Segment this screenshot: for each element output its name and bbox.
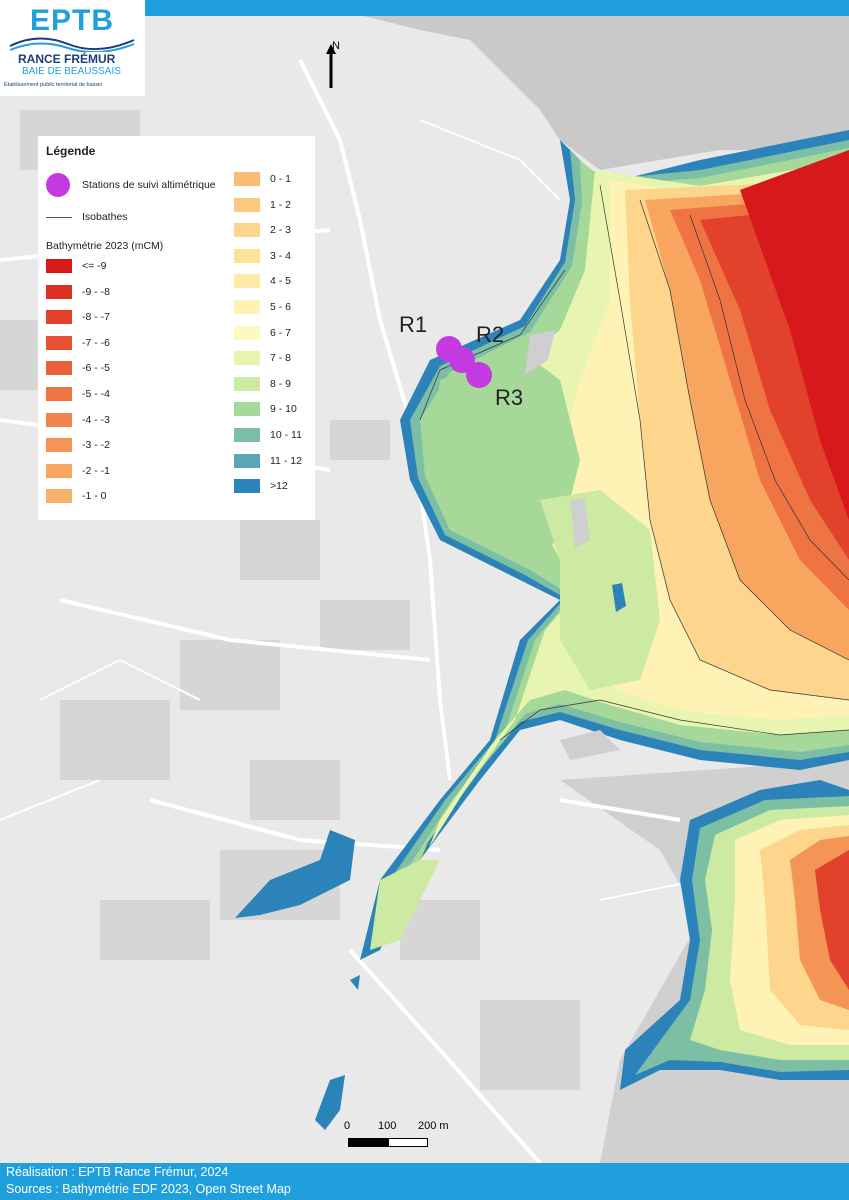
station-label-r1: R1 (399, 312, 428, 337)
logo-title: EPTB (30, 4, 115, 37)
bathymetry-swatch (234, 300, 260, 314)
bathymetry-swatch (234, 223, 260, 238)
scale-bar: 0 100 200 m (344, 1118, 486, 1158)
station-legend-icon (46, 173, 70, 197)
sea-area (300, 0, 849, 170)
footer-line1: Réalisation : EPTB Rance Frémur, 2024 (6, 1165, 229, 1179)
logo-line2: BAIE DE BEAUSSAIS (22, 66, 121, 77)
bathymetry-class-label: 6 - 7 (270, 326, 292, 339)
eptb-logo: EPTB RANCE FRÉMUR BAIE DE BEAUSSAIS Étab… (0, 0, 145, 96)
bathymetry-class-label: -5 - -4 (82, 388, 111, 400)
bathymetry-swatch (46, 335, 72, 350)
bathymetry-legend-title: Bathymétrie 2023 (mCM) (46, 240, 164, 252)
bathymetry-swatch (46, 387, 72, 401)
bathymetry-swatch (234, 402, 260, 417)
bathymetry-class-label: -9 - -8 (82, 285, 111, 298)
bathymetry-swatch (46, 310, 72, 325)
bathymetry-class-label: 5 - 6 (270, 301, 292, 313)
station-marker-r2[interactable] (449, 347, 475, 373)
logo-line1: RANCE FRÉMUR (18, 52, 116, 66)
bathymetry-class-label: -7 - -6 (82, 336, 111, 349)
bathymetry-class-label: 9 - 10 (270, 403, 297, 416)
footer-credits: Réalisation : EPTB Rance Frémur, 2024 So… (0, 1163, 849, 1200)
bathymetry-class-label: -4 - -3 (82, 413, 111, 426)
bathymetry-class-label: 3 - 4 (270, 249, 292, 262)
north-arrow-icon (326, 44, 336, 88)
scale-segment-1 (348, 1138, 388, 1147)
bathymetry-class-label: >12 (270, 480, 288, 493)
bathymetry-class-label: 7 - 8 (270, 352, 292, 365)
bathymetry-swatch (234, 428, 260, 442)
station-label-r2: R2 (476, 322, 505, 347)
bathymetry-swatch (46, 284, 72, 299)
bay-bathymetry (360, 130, 849, 960)
bathymetry-swatch (234, 453, 260, 468)
urban-blocks (0, 110, 580, 1090)
bathymetry-swatch (234, 197, 260, 212)
isobath-legend-icon (46, 217, 72, 218)
bathymetry-swatch (234, 325, 260, 340)
bathymetry-class-label: 0 - 1 (270, 173, 292, 185)
river-channel (370, 860, 440, 950)
north-arrow: N (320, 40, 342, 90)
isobaths (419, 184, 849, 741)
bathymetry-swatch (234, 479, 260, 494)
scale-label-200: 200 m (418, 1120, 449, 1132)
bathymetry-class-label: -3 - -2 (82, 439, 111, 452)
top-accent-bar (145, 0, 849, 16)
bathymetry-class-label: -8 - -7 (82, 311, 111, 324)
map-legend: Légende Stations de suivi altimétrique I… (38, 136, 315, 520)
bathymetry-class-label: -6 - -5 (82, 362, 111, 375)
scale-segment-2 (388, 1138, 428, 1147)
bathymetry-swatch (46, 259, 72, 273)
bathymetry-class-label: -2 - -1 (82, 464, 111, 477)
logo-line3: Établissement public territorial de bass… (4, 82, 103, 88)
logo-wave-icon (9, 37, 135, 52)
scale-label-100: 100 (378, 1120, 397, 1132)
bathymetry-swatch (46, 489, 72, 504)
legend-title: Légende (46, 144, 96, 158)
bathymetry-class-label: 10 - 11 (270, 429, 302, 441)
bathymetry-class-label: 11 - 12 (270, 454, 302, 467)
north-label: N (332, 40, 340, 52)
bathymetry-swatch (46, 438, 72, 453)
bathymetry-swatch (46, 463, 72, 478)
bathymetry-class-label: 4 - 5 (270, 275, 292, 288)
south-bathymetry (620, 780, 849, 1090)
river-patches (235, 830, 360, 1130)
footer-line2: Sources : Bathymétrie EDF 2023, Open Str… (6, 1182, 291, 1196)
bathymetry-class-label: -1 - 0 (82, 490, 107, 503)
bathymetry-swatch (46, 361, 72, 376)
bathymetry-class-label: 8 - 9 (270, 377, 292, 390)
bathymetry-swatch (234, 248, 260, 263)
bathymetry-swatch (234, 172, 260, 186)
station-legend-label: Stations de suivi altimétrique (82, 179, 216, 191)
bathymetry-class-label: 1 - 2 (270, 198, 292, 211)
bathymetry-class-label: <= -9 (82, 260, 107, 272)
bathymetry-swatch (234, 351, 260, 366)
bathymetry-class-label: 2 - 3 (270, 224, 292, 237)
bathymetry-swatch (234, 274, 260, 289)
bathymetry-swatch (46, 412, 72, 427)
bathymetry-swatch (234, 376, 260, 391)
station-label-r3: R3 (495, 385, 524, 410)
station-marker-r3[interactable] (466, 362, 492, 388)
isobath-legend-label: Isobathes (82, 211, 128, 223)
scale-label-0: 0 (344, 1120, 351, 1132)
